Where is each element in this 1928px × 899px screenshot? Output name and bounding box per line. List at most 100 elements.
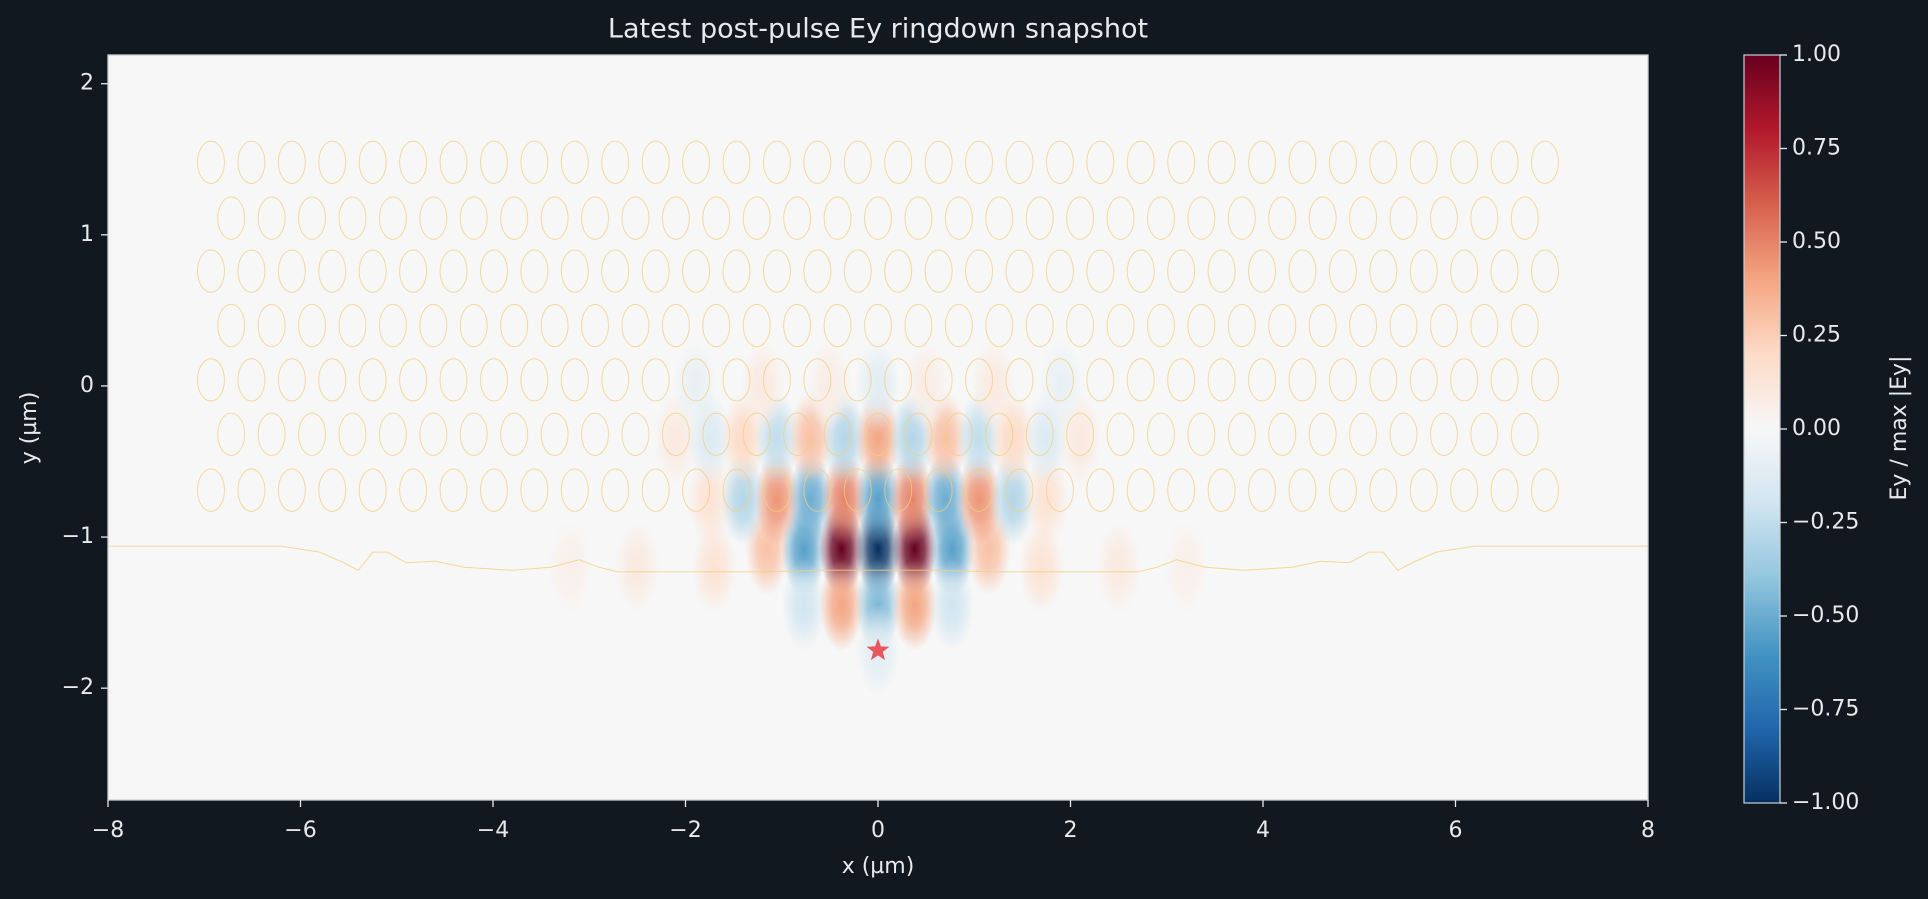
hole-contour (1389, 412, 1418, 456)
hole-contour (1369, 140, 1398, 184)
hole-contour (1308, 196, 1337, 240)
hole-contour (378, 196, 407, 240)
hole-contour (1308, 303, 1337, 348)
hole-contour (1450, 468, 1479, 512)
hole-contour (479, 358, 508, 402)
hole-contour (1147, 412, 1175, 456)
hole-contour (1005, 468, 1034, 512)
hole-contour (277, 140, 306, 184)
hole-contour (419, 412, 448, 456)
hole-contour (621, 303, 650, 348)
hole-contour (237, 140, 266, 184)
hole-contour (298, 303, 327, 348)
hole-contour (722, 249, 751, 293)
hole-contour (298, 412, 327, 456)
hole-contour (722, 468, 751, 512)
field-lobe (1164, 521, 1208, 614)
colorbar-tick-label: −0.25 (1792, 510, 1859, 535)
hole-contour (540, 196, 569, 240)
hole-contour (338, 412, 367, 456)
hole-contour (1510, 196, 1539, 240)
hole-contour (540, 412, 569, 456)
hole-contour (419, 303, 448, 348)
hole-contour (439, 468, 468, 512)
hole-contour (459, 303, 488, 348)
hole-contour (843, 468, 872, 512)
hole-contour (985, 196, 1014, 240)
field-lobe (615, 521, 660, 614)
hole-contour (1510, 303, 1539, 348)
hole-contour (217, 303, 246, 348)
hole-contour (944, 412, 973, 456)
hole-contour (823, 196, 852, 240)
hole-contour (884, 249, 913, 293)
hole-contour (944, 196, 973, 240)
hole-contour (399, 249, 428, 293)
colorbar-tick-label: 0.00 (1792, 416, 1841, 441)
hole-contour (1349, 303, 1378, 348)
hole-contour (520, 468, 549, 512)
hole-contour (1106, 196, 1135, 240)
hole-contour (1328, 249, 1357, 293)
hole-contour (1409, 468, 1438, 512)
hole-contour (479, 468, 508, 512)
hole-contour (803, 358, 832, 402)
hole-contour (1025, 303, 1054, 348)
x-tick-label: 6 (1449, 818, 1463, 843)
hole-contour (1106, 303, 1135, 348)
hole-contour (318, 140, 347, 184)
hole-contour (864, 196, 892, 240)
hole-contour (1450, 140, 1479, 184)
hole-contour (500, 303, 529, 348)
hole-contour (1126, 249, 1155, 293)
hole-contour (985, 303, 1014, 348)
hole-contour (1045, 249, 1074, 293)
hole-contour (1045, 140, 1074, 184)
hole-contour (1450, 249, 1479, 293)
hole-contour (1288, 140, 1317, 184)
hole-contour (520, 249, 549, 293)
x-tick-label: 8 (1641, 818, 1655, 843)
hole-contour (762, 358, 791, 402)
hole-contour (682, 358, 711, 402)
hole-contour (823, 303, 852, 348)
hole-contour (1147, 196, 1175, 240)
hole-contour (1490, 249, 1519, 293)
hole-contour (1086, 249, 1115, 293)
hole-contour (762, 468, 791, 512)
hole-contour (843, 140, 872, 184)
hole-contour (358, 468, 387, 512)
hole-contour (742, 196, 771, 240)
hole-contour (237, 358, 266, 402)
hole-contour (439, 358, 468, 402)
hole-contour (581, 412, 610, 456)
hole-contour (1106, 412, 1135, 456)
x-tick-label: −8 (92, 818, 124, 843)
hole-contour (944, 303, 973, 348)
hole-contour (257, 196, 286, 240)
hole-contour (641, 140, 670, 184)
x-tick-label: 0 (871, 818, 885, 843)
hole-contour (197, 140, 225, 184)
hole-contour (641, 468, 670, 512)
hole-contour (479, 249, 508, 293)
x-tick-label: −4 (477, 818, 509, 843)
hole-contour (904, 303, 933, 348)
hole-contour (1369, 358, 1398, 402)
hole-contour (1369, 249, 1398, 293)
hole-contour (924, 249, 953, 293)
hole-contour (1248, 249, 1277, 293)
hole-contour (1207, 249, 1236, 293)
hole-contour (1450, 358, 1479, 402)
hole-contour (803, 468, 832, 512)
hole-contour (1227, 412, 1256, 456)
hole-contour (661, 303, 690, 348)
hole-contour (1268, 196, 1297, 240)
hole-contour (1531, 358, 1559, 402)
hole-contour (823, 412, 852, 456)
field-lobe (781, 559, 826, 652)
hole-contour (641, 249, 670, 293)
hole-contour (1066, 303, 1095, 348)
hole-contour (702, 412, 731, 456)
hole-contour (601, 249, 630, 293)
